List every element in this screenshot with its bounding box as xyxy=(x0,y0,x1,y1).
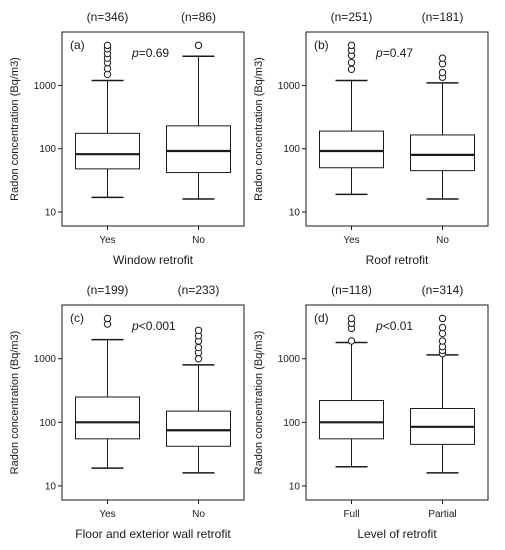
outlier-point xyxy=(438,323,447,332)
sample-size-label: (n=346) xyxy=(87,10,129,24)
panel-b: 10 100 1000 Radon concentration (Bq/m3) (b) p… xyxy=(253,10,489,267)
x-axis-label: Roof retrofit xyxy=(366,253,429,267)
box-yes: Yes (n=346) xyxy=(75,10,140,246)
sample-size-label: (n=199) xyxy=(87,283,129,297)
x-tick-label: Partial xyxy=(428,509,456,520)
panel-label: (b) xyxy=(314,38,329,52)
outlier-point xyxy=(347,65,356,74)
iqr-box xyxy=(75,132,140,170)
outlier-point xyxy=(438,337,447,345)
y-axis-label: Radon concentration (Bq/m3) xyxy=(9,331,21,475)
sample-size-label: (n=251) xyxy=(331,10,373,24)
x-tick-label: Yes xyxy=(99,235,115,246)
y-tick-label: 1000 xyxy=(34,81,57,92)
p-value-label: p=0.47 xyxy=(375,46,413,60)
y-tick-label: 1000 xyxy=(278,81,301,92)
box-full: Full (n=118) xyxy=(319,283,384,520)
y-tick-label: 1000 xyxy=(34,354,57,365)
plot-frame xyxy=(305,304,489,501)
p-value-label: p=0.69 xyxy=(131,46,169,60)
p-value-text: <0.001 xyxy=(139,319,176,333)
y-tick-label: 10 xyxy=(289,207,301,218)
plot-frame xyxy=(61,31,245,227)
p-value-text: <0.01 xyxy=(383,319,414,333)
x-tick-label: Full xyxy=(343,509,359,520)
sample-size-label: (n=118) xyxy=(331,283,372,297)
box-no: No (n=86) xyxy=(166,10,231,246)
outlier-point xyxy=(347,337,356,345)
y-axis-label: Radon concentration (Bq/m3) xyxy=(253,57,265,201)
outlier-point xyxy=(103,41,112,50)
outlier-point xyxy=(347,41,356,50)
outlier-point xyxy=(194,326,203,335)
iqr-box xyxy=(319,400,384,440)
x-tick-label: No xyxy=(192,509,205,520)
p-value-label: p<0.01 xyxy=(375,319,413,333)
x-tick-label: No xyxy=(192,235,205,246)
box-no: No (n=181) xyxy=(410,10,475,246)
y-tick-label: 100 xyxy=(283,418,300,429)
y-tick-label: 10 xyxy=(45,481,57,492)
iqr-box xyxy=(410,134,475,172)
outlier-point xyxy=(438,314,447,323)
x-tick-label: Yes xyxy=(343,235,359,246)
p-value-prefix: p xyxy=(131,46,139,60)
outlier-point xyxy=(438,54,447,62)
outlier-point xyxy=(438,68,447,77)
outlier-point xyxy=(347,58,356,67)
y-tick-label: 100 xyxy=(39,144,56,155)
p-value-prefix: p xyxy=(131,319,139,333)
panel-a: 10 100 1000 Radon concentration (Bq/m3) (a) p… xyxy=(9,10,245,267)
outlier-point xyxy=(194,355,203,363)
p-value-label: p<0.001 xyxy=(131,319,176,333)
plot-frame xyxy=(305,31,489,227)
y-tick-label: 1000 xyxy=(278,354,301,365)
outlier-point xyxy=(347,314,356,323)
p-value-text: =0.69 xyxy=(139,46,170,60)
panel-label: (c) xyxy=(70,311,84,325)
sample-size-label: (n=86) xyxy=(181,10,216,24)
sample-size-label: (n=314) xyxy=(422,283,464,297)
panel-label: (a) xyxy=(70,38,85,52)
y-tick-label: 10 xyxy=(289,481,301,492)
box-yes: Yes (n=199) xyxy=(75,283,140,520)
x-axis-label: Floor and exterior wall retrofit xyxy=(75,527,231,541)
y-axis-label: Radon concentration (Bq/m3) xyxy=(9,57,21,201)
y-tick-label: 100 xyxy=(39,418,56,429)
panel-label: (d) xyxy=(314,311,329,325)
y-axis-label: Radon concentration (Bq/m3) xyxy=(253,331,265,475)
p-value-prefix: p xyxy=(375,319,383,333)
x-axis-label: Window retrofit xyxy=(113,253,194,267)
outlier-point xyxy=(103,314,112,323)
sample-size-label: (n=233) xyxy=(178,283,220,297)
x-tick-label: No xyxy=(436,235,449,246)
box-no: No (n=233) xyxy=(166,283,231,520)
iqr-box xyxy=(75,396,140,440)
panel-c: 10 100 1000 Radon concentration (Bq/m3) (c) p… xyxy=(9,283,245,541)
x-axis-label: Level of retrofit xyxy=(357,527,437,541)
p-value-text: =0.47 xyxy=(383,46,414,60)
outlier-point xyxy=(194,343,203,352)
box-yes: Yes (n=251) xyxy=(319,10,384,246)
y-tick-label: 100 xyxy=(283,144,300,155)
iqr-box xyxy=(319,130,384,169)
panel-d: 10 100 1000 Radon concentration (Bq/m3) (d) p… xyxy=(253,283,489,541)
sample-size-label: (n=181) xyxy=(422,10,464,24)
box-partial: Partial (n=314) xyxy=(410,283,475,520)
iqr-box xyxy=(166,410,231,447)
p-value-prefix: p xyxy=(375,46,383,60)
x-tick-label: Yes xyxy=(99,509,115,520)
iqr-box xyxy=(166,125,231,174)
outlier-point xyxy=(103,64,112,73)
y-tick-label: 10 xyxy=(45,207,57,218)
plot-frame xyxy=(61,304,245,501)
outlier-point xyxy=(194,41,203,50)
